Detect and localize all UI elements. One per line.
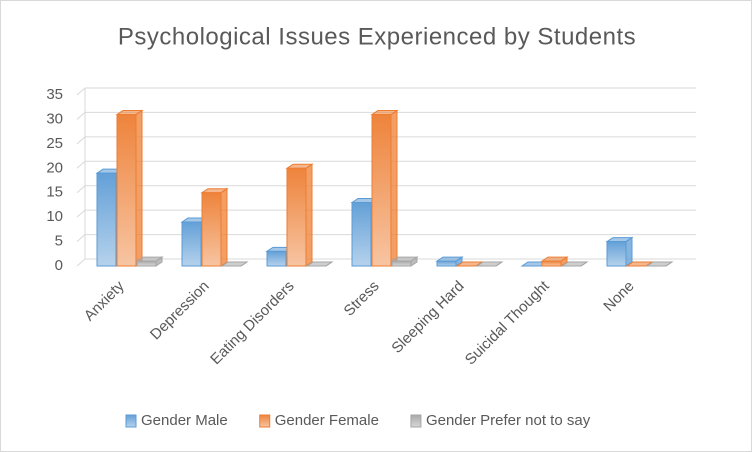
bar <box>390 256 419 267</box>
bar <box>455 261 484 267</box>
grid-line-side <box>76 209 86 218</box>
legend-swatch <box>410 414 422 428</box>
y-tick-label: 5 <box>55 233 63 250</box>
grid-line-side <box>76 160 86 169</box>
legend-swatch <box>125 414 137 428</box>
bar-top <box>475 261 504 267</box>
y-tick-label: 20 <box>46 159 63 176</box>
bar <box>645 261 674 267</box>
y-tick-label: 35 <box>46 86 63 103</box>
bar-side <box>625 236 633 267</box>
bar <box>115 109 144 267</box>
bar <box>560 261 589 267</box>
bar <box>625 261 654 267</box>
y-tick-label: 30 <box>46 110 63 127</box>
bar <box>135 256 164 267</box>
bar <box>540 256 569 267</box>
bar-front <box>181 221 202 267</box>
bar-top <box>645 261 674 267</box>
bar <box>475 261 504 267</box>
bar-side <box>305 163 313 267</box>
bar-top <box>560 261 589 267</box>
grid-line-side <box>76 185 86 194</box>
bar-front <box>96 172 117 267</box>
bar-front <box>606 241 627 267</box>
bar-side <box>220 187 228 267</box>
y-tick-label: 25 <box>46 135 63 152</box>
bar-front <box>391 260 412 267</box>
grid-line-side <box>76 112 86 120</box>
legend-label: Gender Female <box>275 412 379 429</box>
bar <box>305 261 334 267</box>
y-tick-label: 15 <box>46 184 63 201</box>
bar-front <box>436 260 457 267</box>
bar-top <box>625 261 654 267</box>
legend-swatch <box>259 414 271 428</box>
legend-label: Gender Prefer not to say <box>426 412 591 429</box>
bar <box>285 163 314 267</box>
bar-front <box>351 201 372 267</box>
bar <box>370 109 399 267</box>
grid-line-side <box>76 258 86 267</box>
grid-line-side <box>76 234 86 242</box>
y-tick-label: 0 <box>55 257 63 274</box>
bar-top <box>455 261 484 267</box>
bar-front <box>266 250 287 267</box>
bar-front <box>541 260 562 267</box>
bar <box>435 256 464 267</box>
grid-line-side <box>76 136 86 145</box>
bar <box>200 187 229 267</box>
bar-top <box>305 261 334 267</box>
bar-front <box>286 167 307 267</box>
bar-front <box>116 114 137 267</box>
bar-top <box>220 261 249 267</box>
bar-side <box>390 109 398 267</box>
bar-front <box>371 114 392 267</box>
bar-side <box>135 109 143 267</box>
legend-label: Gender Male <box>141 412 228 429</box>
y-tick-label: 10 <box>46 208 63 225</box>
bar-front <box>201 192 222 267</box>
bar <box>220 261 249 267</box>
bar <box>605 236 634 267</box>
bar-front <box>136 260 157 267</box>
grid-line-side <box>76 87 86 96</box>
chart-title: Psychological Issues Experienced by Stud… <box>118 23 636 50</box>
